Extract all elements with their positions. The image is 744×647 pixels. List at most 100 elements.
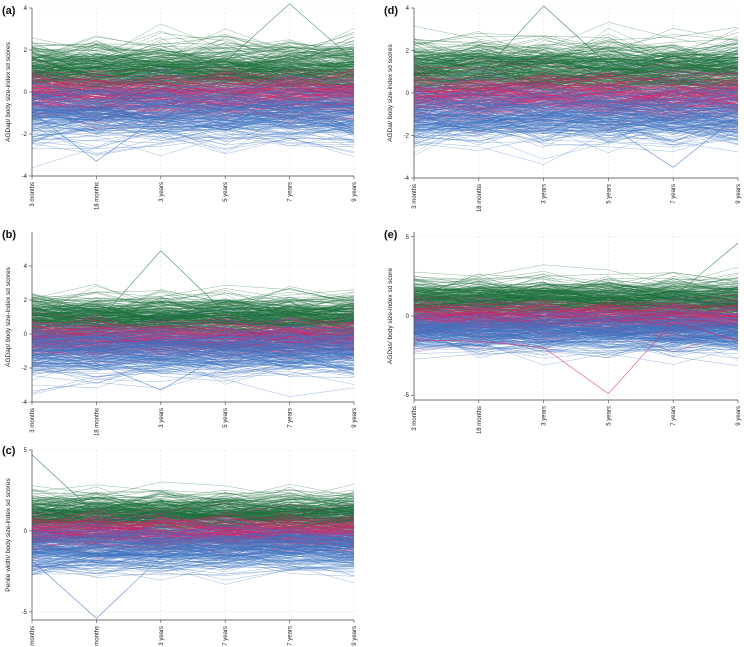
series-line-low <box>31 561 355 573</box>
series-line-low <box>413 334 739 354</box>
series-line-low <box>31 89 355 114</box>
series-line-high <box>413 57 739 70</box>
series-line-outlier <box>413 5 739 83</box>
y-tick-label: -2 <box>404 134 410 140</box>
series-line-low <box>413 86 739 101</box>
series-line-high <box>413 283 739 303</box>
series-line-middle <box>413 299 739 310</box>
series-line-low <box>413 101 739 146</box>
series-line-low <box>413 315 739 330</box>
series-line-high <box>413 49 739 70</box>
series-line-high <box>31 57 355 77</box>
series-line-low <box>31 556 355 574</box>
series-line-high <box>31 497 355 517</box>
series-line-high <box>31 53 355 69</box>
series-line-low <box>413 84 739 122</box>
series-line-middle <box>31 58 355 103</box>
series-line-low <box>31 79 355 125</box>
series-line-low <box>413 88 739 109</box>
series-line-middle <box>31 516 355 543</box>
series-line-high <box>413 286 739 307</box>
series-line-low <box>31 333 355 353</box>
series-line-low <box>413 123 739 153</box>
series-line-high <box>31 35 355 48</box>
series-line-low <box>413 108 739 142</box>
series-line-low <box>31 78 355 111</box>
series-line-low <box>31 135 355 156</box>
series-line-low <box>413 319 739 332</box>
series-line-low <box>31 102 355 120</box>
series-line-low <box>31 334 355 366</box>
series-line-low <box>413 324 739 344</box>
series-line-low <box>413 62 739 99</box>
series-line-low <box>31 535 355 547</box>
series-line-high <box>31 299 355 318</box>
series-line-low <box>31 340 355 367</box>
series-line-low <box>413 341 739 360</box>
series-line-low <box>413 122 739 145</box>
series-line-high <box>31 494 355 526</box>
series-line-low <box>31 554 355 574</box>
series-line-middle <box>31 74 355 101</box>
x-tick-label: 18 months <box>94 626 100 647</box>
series-line-low <box>413 117 739 142</box>
series-line-low <box>31 357 355 378</box>
series-line-high <box>31 484 355 502</box>
series-line-low <box>31 537 355 557</box>
series-lines <box>31 3 355 168</box>
y-tick-label: -2 <box>22 366 28 372</box>
series-line-low <box>31 328 355 344</box>
series-line-low <box>31 353 355 375</box>
series-line-low <box>31 526 354 541</box>
y-tick-label: -5 <box>404 393 410 399</box>
series-line-middle <box>31 317 355 341</box>
series-line-high <box>31 297 355 326</box>
series-line-low <box>31 346 355 368</box>
series-line-high <box>413 22 739 50</box>
x-tick-label: 7 years <box>223 626 229 646</box>
series-line-high <box>31 497 355 522</box>
series-line-low <box>31 104 355 129</box>
series-line-high <box>31 293 355 318</box>
panel-label: (a) <box>2 5 16 17</box>
series-line-low <box>31 366 355 397</box>
series-line-high <box>31 49 355 77</box>
x-tick-label: 5 years <box>606 184 612 204</box>
series-line-high <box>31 35 355 60</box>
x-tick-label: 3 years <box>159 182 165 202</box>
series-line-low <box>31 91 355 115</box>
y-tick-label: 5 <box>24 448 28 454</box>
series-line-low <box>413 299 739 323</box>
x-tick-label: 7 years <box>288 408 294 428</box>
series-line-high <box>31 53 355 72</box>
y-tick-label: 0 <box>24 332 28 338</box>
series-line-low <box>31 126 355 155</box>
series-line-high <box>31 289 355 309</box>
series-line-low <box>31 564 355 581</box>
series-line-low <box>31 103 355 129</box>
series-line-low <box>31 319 355 342</box>
series-line-low <box>31 91 355 125</box>
series-line-low <box>31 530 355 553</box>
series-line-high <box>413 286 739 299</box>
y-axis-title: AGDap/ body size-index sd scores <box>5 266 12 366</box>
x-tick-label: 3 years <box>159 626 165 646</box>
panel-d: (d) -4 -2 0 2 4 3 months 18 months 3 years 5 year… <box>384 5 742 212</box>
series-line-low <box>31 134 355 150</box>
series-line-low <box>31 120 355 141</box>
series-line-low <box>413 335 739 349</box>
series-line-low <box>413 114 739 128</box>
series-line-low <box>31 132 355 155</box>
series-line-middle <box>413 304 739 325</box>
series-line-high <box>413 54 739 90</box>
series-line-low <box>31 135 355 150</box>
series-line-low <box>31 75 355 102</box>
series-line-high <box>413 39 739 63</box>
series-line-middle <box>31 69 355 100</box>
series-line-low <box>31 364 355 380</box>
y-axis-title: Penile width/ body size-index sd scores <box>5 478 12 592</box>
series-line-high <box>31 288 355 314</box>
x-tick-label: 5 years <box>606 406 612 426</box>
series-line-low <box>31 113 355 144</box>
series-line-high <box>413 276 739 305</box>
